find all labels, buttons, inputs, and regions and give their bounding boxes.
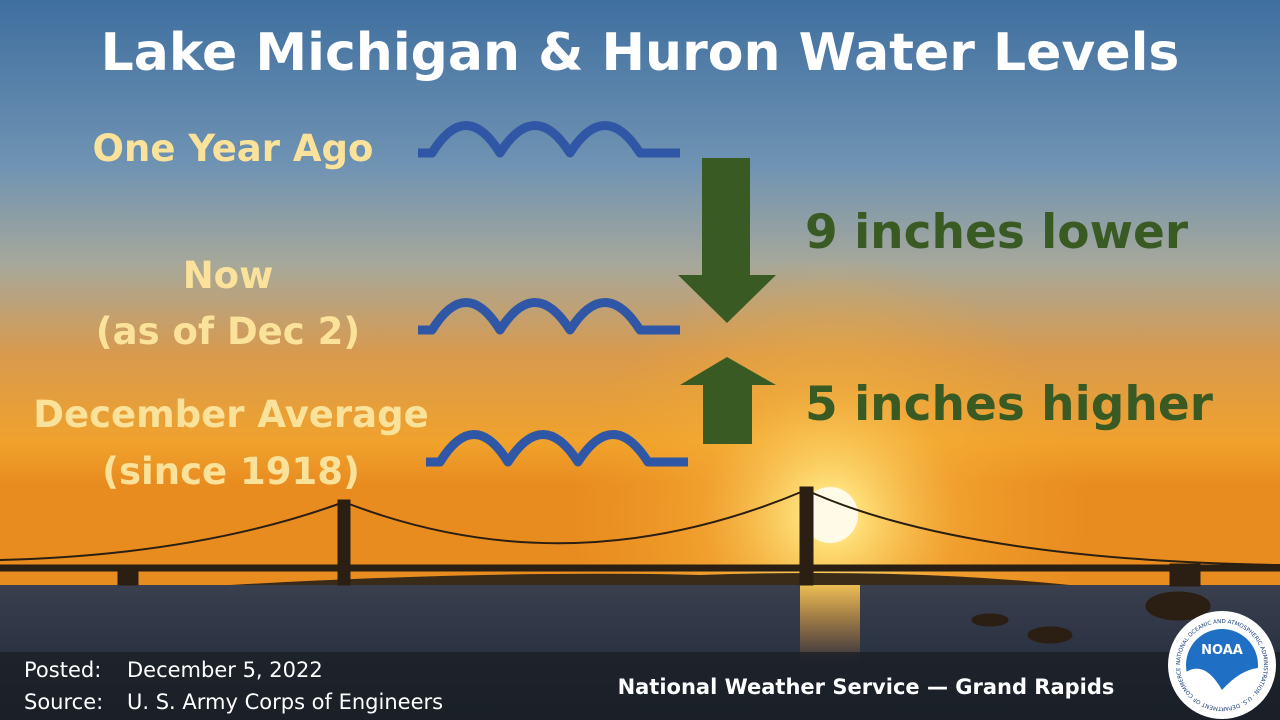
level-label: Now <box>183 254 274 297</box>
sun-reflection <box>800 585 860 665</box>
posted-label: Posted: <box>24 658 101 682</box>
wave <box>426 430 688 467</box>
bridge-tower <box>337 499 351 586</box>
level-label: One Year Ago <box>93 127 374 170</box>
bridge-cable <box>0 488 1280 566</box>
source-label: Source: <box>24 690 103 714</box>
waves <box>418 121 688 467</box>
logo-text: NOAA <box>1201 643 1243 658</box>
wave <box>418 298 680 335</box>
title: Lake Michigan & Huron Water Levels <box>101 23 1180 83</box>
sun-glow <box>0 250 1280 590</box>
up-arrow <box>680 357 776 444</box>
change-label: 5 inches higher <box>805 377 1214 432</box>
bridge-tower <box>799 486 814 586</box>
change-label: 9 inches lower <box>805 205 1189 260</box>
credit: National Weather Service — Grand Rapids <box>618 675 1115 699</box>
rock <box>1027 626 1073 644</box>
level-label: (since 1918) <box>102 450 360 493</box>
down-arrow <box>678 158 776 323</box>
bridge-pier <box>117 566 139 586</box>
footer-band <box>0 652 1280 720</box>
bridge <box>0 486 1280 644</box>
island <box>230 572 1070 585</box>
level-label: (as of Dec 2) <box>96 310 360 353</box>
level-label: December Average <box>33 393 428 436</box>
posted-date: December 5, 2022 <box>127 658 323 682</box>
noaa-logo: NOAA NATIONAL OCEANIC AND ATMOSPHERIC AD… <box>1168 611 1276 719</box>
sun <box>802 487 858 543</box>
rock <box>971 613 1009 627</box>
logo-gull <box>1186 668 1259 707</box>
wave <box>418 121 680 158</box>
rock <box>1145 591 1211 621</box>
bridge-pier <box>1169 563 1201 587</box>
source: U. S. Army Corps of Engineers <box>127 690 443 714</box>
bridge-deck <box>0 564 1280 572</box>
